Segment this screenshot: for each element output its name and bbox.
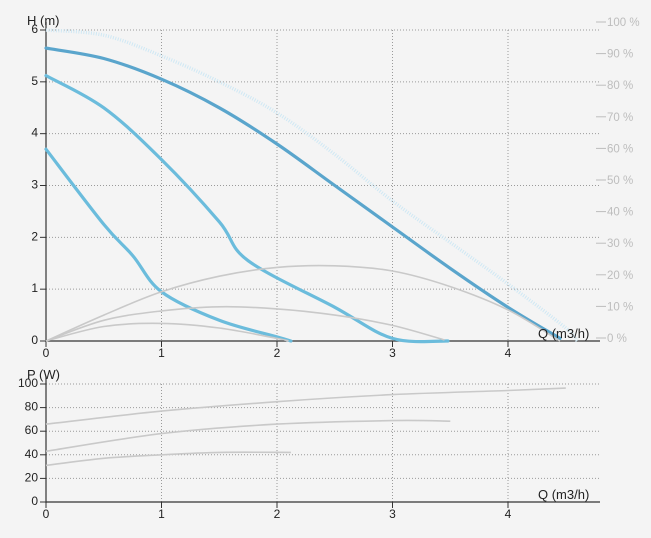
efficiency-axis-tick-label: 10 % <box>607 301 633 313</box>
efficiency-axis-tick-label: 30 % <box>607 238 633 250</box>
head-y-tick-label: 1 <box>31 281 38 295</box>
power-x-axis-title: Q (m3/h) <box>538 487 589 502</box>
power-y-tick-label: 20 <box>25 470 39 484</box>
head-curve-2 <box>44 74 450 344</box>
power-x-tick-label: 2 <box>274 507 281 521</box>
head-x-tick-label: 3 <box>389 346 396 360</box>
efficiency-axis-tick-label: 50 % <box>607 175 633 187</box>
efficiency-curve-6 <box>45 305 445 342</box>
head-y-tick-label: 5 <box>31 74 38 88</box>
efficiency-axis-tick-label: 60 % <box>607 143 633 155</box>
efficiency-axis-tick-label: 80 % <box>607 80 633 92</box>
power-y-tick-label: 0 <box>31 494 38 508</box>
efficiency-axis-tick-label: 40 % <box>607 207 633 219</box>
head-x-tick-label: 0 <box>43 346 50 360</box>
power-x-tick-label: 1 <box>158 507 165 521</box>
efficiency-axis-tick-label: 90 % <box>607 49 633 61</box>
power-x-tick-label: 4 <box>505 507 512 521</box>
power-curve-3 <box>45 451 291 467</box>
power-y-axis-title: P (W) <box>27 367 60 382</box>
efficiency-axis-tick-label: 100 % <box>607 17 640 29</box>
power-y-tick-label: 40 <box>25 447 39 461</box>
head-x-tick-label: 4 <box>505 346 512 360</box>
head-x-axis-title: Q (m3/h) <box>538 326 589 341</box>
power-x-tick-label: 0 <box>43 507 50 521</box>
head-y-axis-title: H (m) <box>27 13 60 28</box>
efficiency-axis-tick-label: 70 % <box>607 112 633 124</box>
power-curve-2 <box>45 419 451 453</box>
power-curve-1 <box>45 387 566 425</box>
head-x-tick-label: 2 <box>274 346 281 360</box>
head-y-tick-label: 2 <box>31 229 38 243</box>
head-y-tick-label: 6 <box>31 22 38 36</box>
head-y-tick-label: 3 <box>31 178 38 192</box>
efficiency-curve-7 <box>45 322 289 342</box>
head-y-tick-label: 4 <box>31 126 38 140</box>
power-x-tick-label: 3 <box>389 507 396 521</box>
power-y-tick-label: 60 <box>25 423 39 437</box>
power-y-tick-label: 80 <box>25 400 39 414</box>
head-y-tick-label: 0 <box>31 333 38 347</box>
efficiency-axis-tick-label: 0 % <box>607 333 627 345</box>
head-curve-3 <box>44 147 293 343</box>
head-curve-1 <box>44 46 562 340</box>
head-x-tick-label: 1 <box>158 346 165 360</box>
power-y-tick-label: 100 <box>18 376 38 390</box>
efficiency-axis-tick-label: 20 % <box>607 270 633 282</box>
efficiency-curve-5 <box>45 264 561 342</box>
